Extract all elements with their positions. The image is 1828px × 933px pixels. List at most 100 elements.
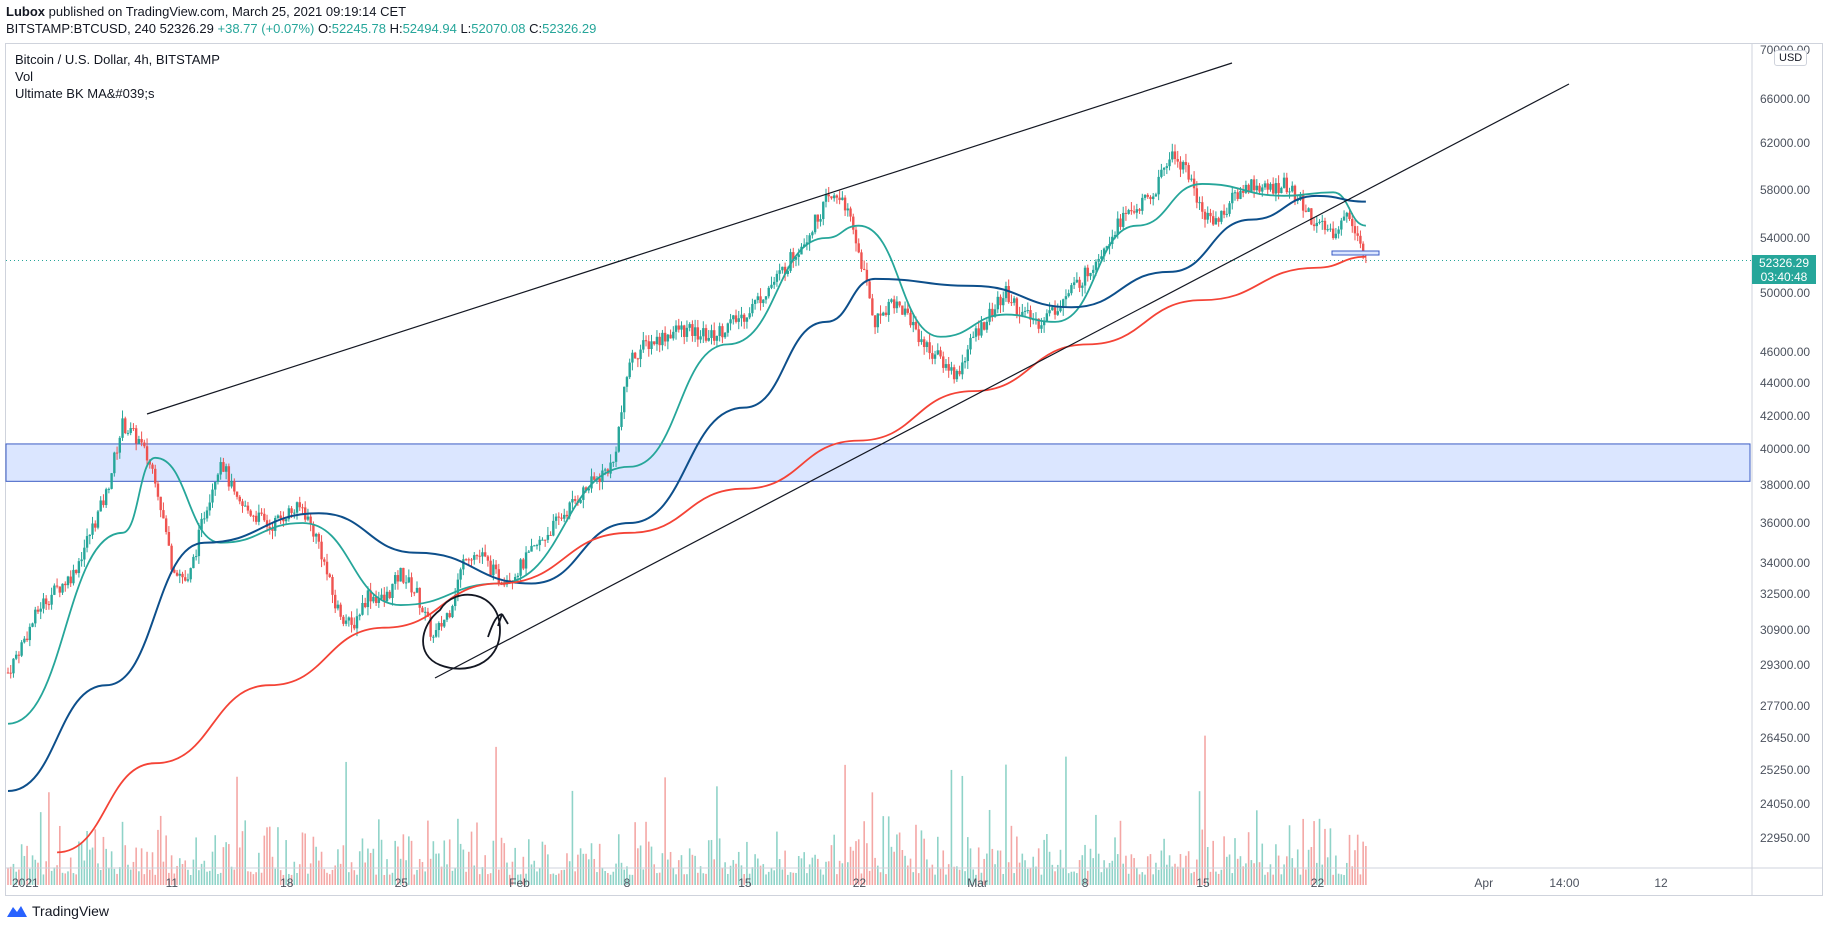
candle-body xyxy=(713,330,716,341)
candle-body xyxy=(541,539,544,541)
candle-body xyxy=(985,321,989,330)
candle-body xyxy=(942,356,945,368)
candle-body xyxy=(1228,203,1231,214)
candle-body xyxy=(882,312,885,316)
candle-body xyxy=(325,561,329,575)
candle-body xyxy=(91,523,94,535)
candle-body xyxy=(625,377,629,387)
legend-title[interactable]: Bitcoin / U.S. Dollar, 4h, BITSTAMP xyxy=(15,52,220,67)
candle-body xyxy=(178,573,181,576)
candle-body xyxy=(955,370,959,380)
candle-body xyxy=(1277,183,1280,194)
candle-body xyxy=(1214,218,1218,225)
candle-body xyxy=(1113,235,1117,237)
candle-body xyxy=(1042,321,1046,326)
candle-body xyxy=(808,235,811,243)
candle-body xyxy=(227,466,231,487)
candle-body xyxy=(824,194,828,202)
author-name[interactable]: Lubox xyxy=(6,4,45,19)
high-label: H: xyxy=(389,21,403,36)
candle-body xyxy=(309,516,312,524)
candle-body xyxy=(143,442,146,447)
candle-body xyxy=(287,508,291,520)
candle-body xyxy=(489,560,492,576)
candle-body xyxy=(620,412,623,427)
candle-body xyxy=(1078,279,1081,288)
candle-body xyxy=(603,469,607,471)
tradingview-logo-icon xyxy=(7,906,27,917)
candle-body xyxy=(554,516,558,521)
candle-body xyxy=(633,352,637,359)
candle-body xyxy=(1062,299,1065,308)
resistance-zone[interactable] xyxy=(5,443,1751,482)
legend-volume[interactable]: Vol xyxy=(15,69,34,84)
moving-average-slow[interactable] xyxy=(57,255,1366,854)
moving-average-mid[interactable] xyxy=(7,194,1366,793)
hand-drawn-arrow[interactable] xyxy=(487,613,509,638)
candle-body xyxy=(173,569,176,573)
moving-average-fast[interactable] xyxy=(7,183,1367,725)
candle-body xyxy=(268,526,271,529)
legend-indicator[interactable]: Ultimate BK MA&#039;s xyxy=(15,86,155,101)
candle-body xyxy=(827,194,830,197)
candle-body xyxy=(350,617,353,625)
candle-body xyxy=(1102,248,1106,257)
candle-body xyxy=(432,636,435,638)
candle-body xyxy=(1348,212,1351,219)
candle-body xyxy=(879,313,882,316)
candle-body xyxy=(358,614,361,617)
candle-body xyxy=(1132,211,1136,213)
candle-body xyxy=(568,502,571,517)
candle-body xyxy=(674,325,678,332)
candle-body xyxy=(415,587,419,593)
candle-body xyxy=(260,512,263,514)
candle-body xyxy=(1340,220,1343,230)
candle-body xyxy=(903,308,907,315)
candle-body xyxy=(1176,159,1179,162)
candle-body xyxy=(759,296,762,304)
low-label: L: xyxy=(460,21,472,36)
candle-body xyxy=(1315,222,1318,227)
candle-body xyxy=(524,552,528,569)
candle-body xyxy=(14,654,18,659)
candle-body xyxy=(1048,310,1051,314)
lower-trendline[interactable] xyxy=(434,83,1570,679)
marker-box[interactable] xyxy=(1331,250,1380,256)
candle-body xyxy=(1269,183,1272,190)
candle-body xyxy=(1165,166,1169,168)
hand-drawn-circle[interactable] xyxy=(422,593,501,670)
candle-body xyxy=(895,301,899,309)
candle-body xyxy=(208,502,211,511)
candle-body xyxy=(841,197,844,201)
candle-body xyxy=(104,489,108,506)
candle-body xyxy=(772,281,776,285)
candle-body xyxy=(462,559,465,570)
footer-brand[interactable]: TradingView xyxy=(6,903,109,919)
candle-body xyxy=(546,534,550,540)
candle-body xyxy=(1203,211,1207,220)
candle-body xyxy=(1323,220,1327,230)
candle-body xyxy=(1217,218,1220,222)
candle-body xyxy=(31,623,34,627)
candle-body xyxy=(925,342,929,348)
y-tick-label: 25250.00 xyxy=(1760,763,1810,777)
candle-body xyxy=(644,340,648,342)
candle-body xyxy=(653,341,656,345)
candle-body xyxy=(478,555,481,557)
candle-body xyxy=(494,564,498,570)
candle-body xyxy=(1233,192,1237,194)
currency-button[interactable]: USD xyxy=(1774,50,1808,66)
candle-body xyxy=(263,513,266,521)
upper-trendline[interactable] xyxy=(146,62,1233,415)
candle-body xyxy=(819,219,822,222)
candle-body xyxy=(1045,313,1049,322)
candle-body xyxy=(1154,194,1158,197)
candle-body xyxy=(53,585,56,595)
candle-body xyxy=(1342,216,1346,221)
candle-body xyxy=(274,517,277,531)
candle-body xyxy=(849,208,852,217)
candle-body xyxy=(1026,310,1029,312)
candle-body xyxy=(631,352,634,363)
candle-body xyxy=(680,325,683,330)
